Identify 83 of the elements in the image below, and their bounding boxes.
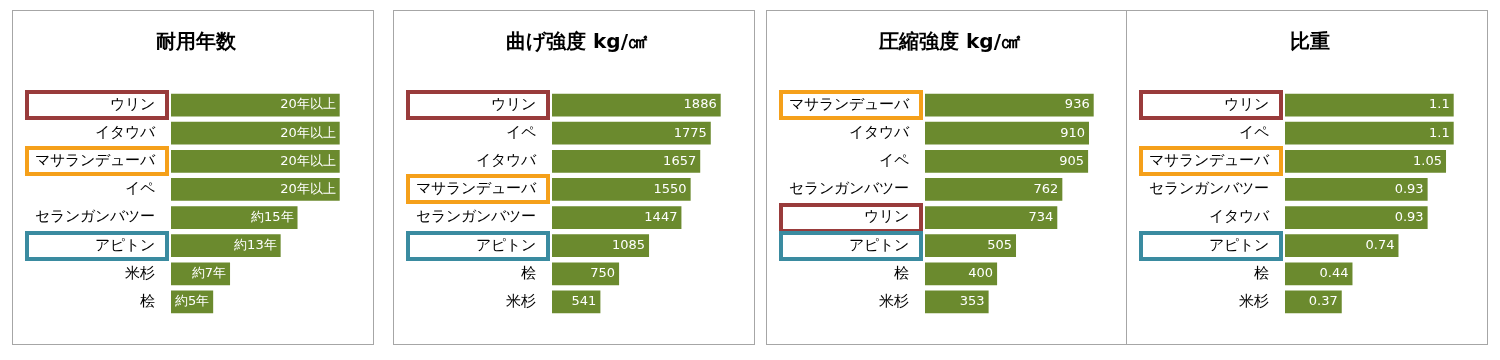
y-tick-label: ウリン <box>110 94 155 113</box>
bar <box>552 149 701 173</box>
y-tick-label: アピトン <box>1209 235 1269 254</box>
data-label: 541 <box>571 293 597 309</box>
data-label: 0.44 <box>1319 265 1349 281</box>
y-tick-label: 米杉 <box>125 263 155 282</box>
y-tick-label: セランガンバツー <box>35 207 155 226</box>
bar <box>925 149 1089 173</box>
y-tick-label: ウリン <box>491 94 536 113</box>
y-tick-label: イタウバ <box>95 123 156 142</box>
y-tick-label: ウリン <box>1224 94 1269 113</box>
y-tick-label: ウリン <box>864 207 909 226</box>
chart-title: 圧縮強度 kg/㎠ <box>878 29 1021 54</box>
y-tick-label: マサランデューバ <box>789 94 910 113</box>
y-tick-label: イペ <box>879 151 909 170</box>
bar <box>1285 262 1353 286</box>
data-label: 1447 <box>644 208 678 224</box>
y-tick-label: セランガンバツー <box>1149 179 1269 198</box>
y-tick-label: アピトン <box>95 235 155 254</box>
data-label: 353 <box>959 293 985 309</box>
chart-title: 耐用年数 <box>156 29 237 54</box>
data-label: 750 <box>590 265 616 281</box>
bar <box>171 178 340 201</box>
data-label: 0.93 <box>1394 208 1424 224</box>
data-label: 936 <box>1064 96 1090 112</box>
data-label: 1085 <box>611 237 646 253</box>
data-label: 1.1 <box>1429 124 1450 140</box>
y-tick-label: 桧 <box>894 263 909 282</box>
data-label: 1.05 <box>1413 152 1443 168</box>
data-label: 1657 <box>663 152 697 168</box>
chart-title: 曲げ強度 kg/㎠ <box>506 29 648 54</box>
data-label: 910 <box>1060 124 1086 140</box>
y-tick-label: セランガンバツー <box>789 179 909 198</box>
y-tick-label: アピトン <box>849 235 909 254</box>
y-tick-label: 桧 <box>1254 263 1269 282</box>
data-label: 1886 <box>683 96 717 112</box>
data-label: 762 <box>1033 180 1059 196</box>
data-label: 905 <box>1059 152 1085 168</box>
y-tick-label: イペ <box>506 123 536 142</box>
bar <box>925 178 1063 201</box>
y-tick-label: 米杉 <box>879 291 909 310</box>
data-label: 400 <box>968 265 994 281</box>
y-tick-label: セランガンバツー <box>416 207 536 226</box>
y-tick-label: 桧 <box>521 263 536 282</box>
chart-title: 比重 <box>1290 29 1330 54</box>
data-label: 0.74 <box>1365 237 1395 253</box>
y-tick-label: マサランデューバ <box>416 179 537 198</box>
y-tick-label: イペ <box>1239 123 1269 142</box>
bar <box>1285 178 1428 201</box>
y-tick-label: 米杉 <box>506 291 536 310</box>
y-tick-label: イタウバ <box>476 151 537 170</box>
y-tick-label: アピトン <box>476 235 536 254</box>
bar <box>1285 121 1454 145</box>
data-label: 約13年 <box>234 237 277 253</box>
data-label: 20年以上 <box>280 124 336 140</box>
data-label: 1775 <box>673 124 707 140</box>
bar <box>552 121 711 145</box>
data-label: 約5年 <box>174 293 210 309</box>
bar <box>552 206 682 229</box>
bar <box>925 121 1090 145</box>
y-tick-label: イペ <box>125 179 155 198</box>
y-tick-label: イタウバ <box>1209 207 1270 226</box>
data-label: 0.93 <box>1394 180 1424 196</box>
bar <box>925 262 998 286</box>
data-label: 約7年 <box>191 265 227 281</box>
y-tick-label: マサランデューバ <box>35 151 156 170</box>
y-tick-label: 米杉 <box>1239 291 1269 310</box>
y-tick-label: イタウバ <box>849 123 910 142</box>
data-label: 20年以上 <box>280 96 336 112</box>
bar <box>552 262 620 286</box>
y-tick-label: 桧 <box>140 291 155 310</box>
data-label: 約15年 <box>250 208 294 224</box>
data-label: 20年以上 <box>280 180 336 196</box>
data-label: 505 <box>987 237 1013 253</box>
data-label: 0.37 <box>1308 293 1338 309</box>
data-label: 20年以上 <box>280 152 336 168</box>
data-label: 1550 <box>653 180 687 196</box>
data-label: 1.1 <box>1429 96 1450 112</box>
y-tick-label: マサランデューバ <box>1149 151 1270 170</box>
bar <box>1285 206 1428 229</box>
bar <box>171 121 340 145</box>
data-label: 734 <box>1028 208 1054 224</box>
bar <box>171 206 298 229</box>
